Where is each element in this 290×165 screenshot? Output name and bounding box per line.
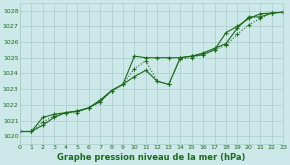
X-axis label: Graphe pression niveau de la mer (hPa): Graphe pression niveau de la mer (hPa) — [57, 153, 246, 162]
